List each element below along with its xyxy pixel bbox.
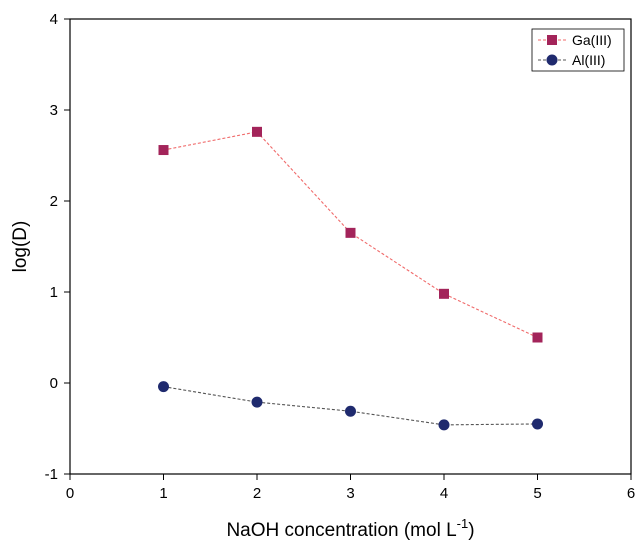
y-tick-label: 1 — [50, 284, 58, 301]
y-tick-label: 0 — [50, 375, 58, 392]
x-tick-label: 6 — [627, 485, 635, 502]
x-axis-ticks: 0 1 2 3 4 5 6 — [66, 474, 635, 502]
x-axis-title: NaOH concentration (mol L-1) — [226, 516, 474, 541]
y-axis-ticks: -1 0 1 2 3 4 — [45, 11, 70, 483]
legend: Ga(III) Al(III) — [531, 28, 625, 72]
y-tick-label: 3 — [50, 102, 58, 119]
x-tick-label: 4 — [440, 485, 448, 502]
legend-label-ga-iii: Ga(III) — [572, 32, 612, 48]
x-tick-label: 0 — [66, 485, 74, 502]
data-point-ga-iii — [532, 332, 543, 343]
y-axis-title: log(D) — [10, 221, 31, 273]
x-axis-title-superscript: -1 — [457, 516, 469, 531]
data-point-ga-iii — [345, 227, 356, 238]
legend-marker-ga-iii — [547, 35, 557, 45]
y-tick-label: -1 — [45, 466, 58, 483]
data-point-ga-iii — [158, 145, 169, 156]
x-tick-label: 1 — [159, 485, 167, 502]
legend-marker-al-iii — [546, 54, 558, 66]
y-tick-label: 2 — [50, 193, 58, 210]
data-point-al-iii — [345, 405, 356, 417]
data-point-al-iii — [438, 419, 450, 431]
legend-label-al-iii: Al(III) — [572, 52, 605, 68]
x-tick-label: 3 — [346, 485, 354, 502]
data-point-ga-iii — [439, 288, 449, 299]
data-point-al-iii — [251, 396, 263, 408]
y-tick-label: 4 — [50, 11, 58, 28]
data-point-al-iii — [158, 381, 169, 393]
x-tick-label: 2 — [253, 485, 261, 502]
x-axis-title-end: ) — [468, 520, 474, 541]
x-tick-label: 5 — [533, 485, 541, 502]
data-point-ga-iii — [252, 126, 262, 137]
data-point-al-iii — [532, 418, 543, 430]
series-layer — [158, 126, 543, 431]
